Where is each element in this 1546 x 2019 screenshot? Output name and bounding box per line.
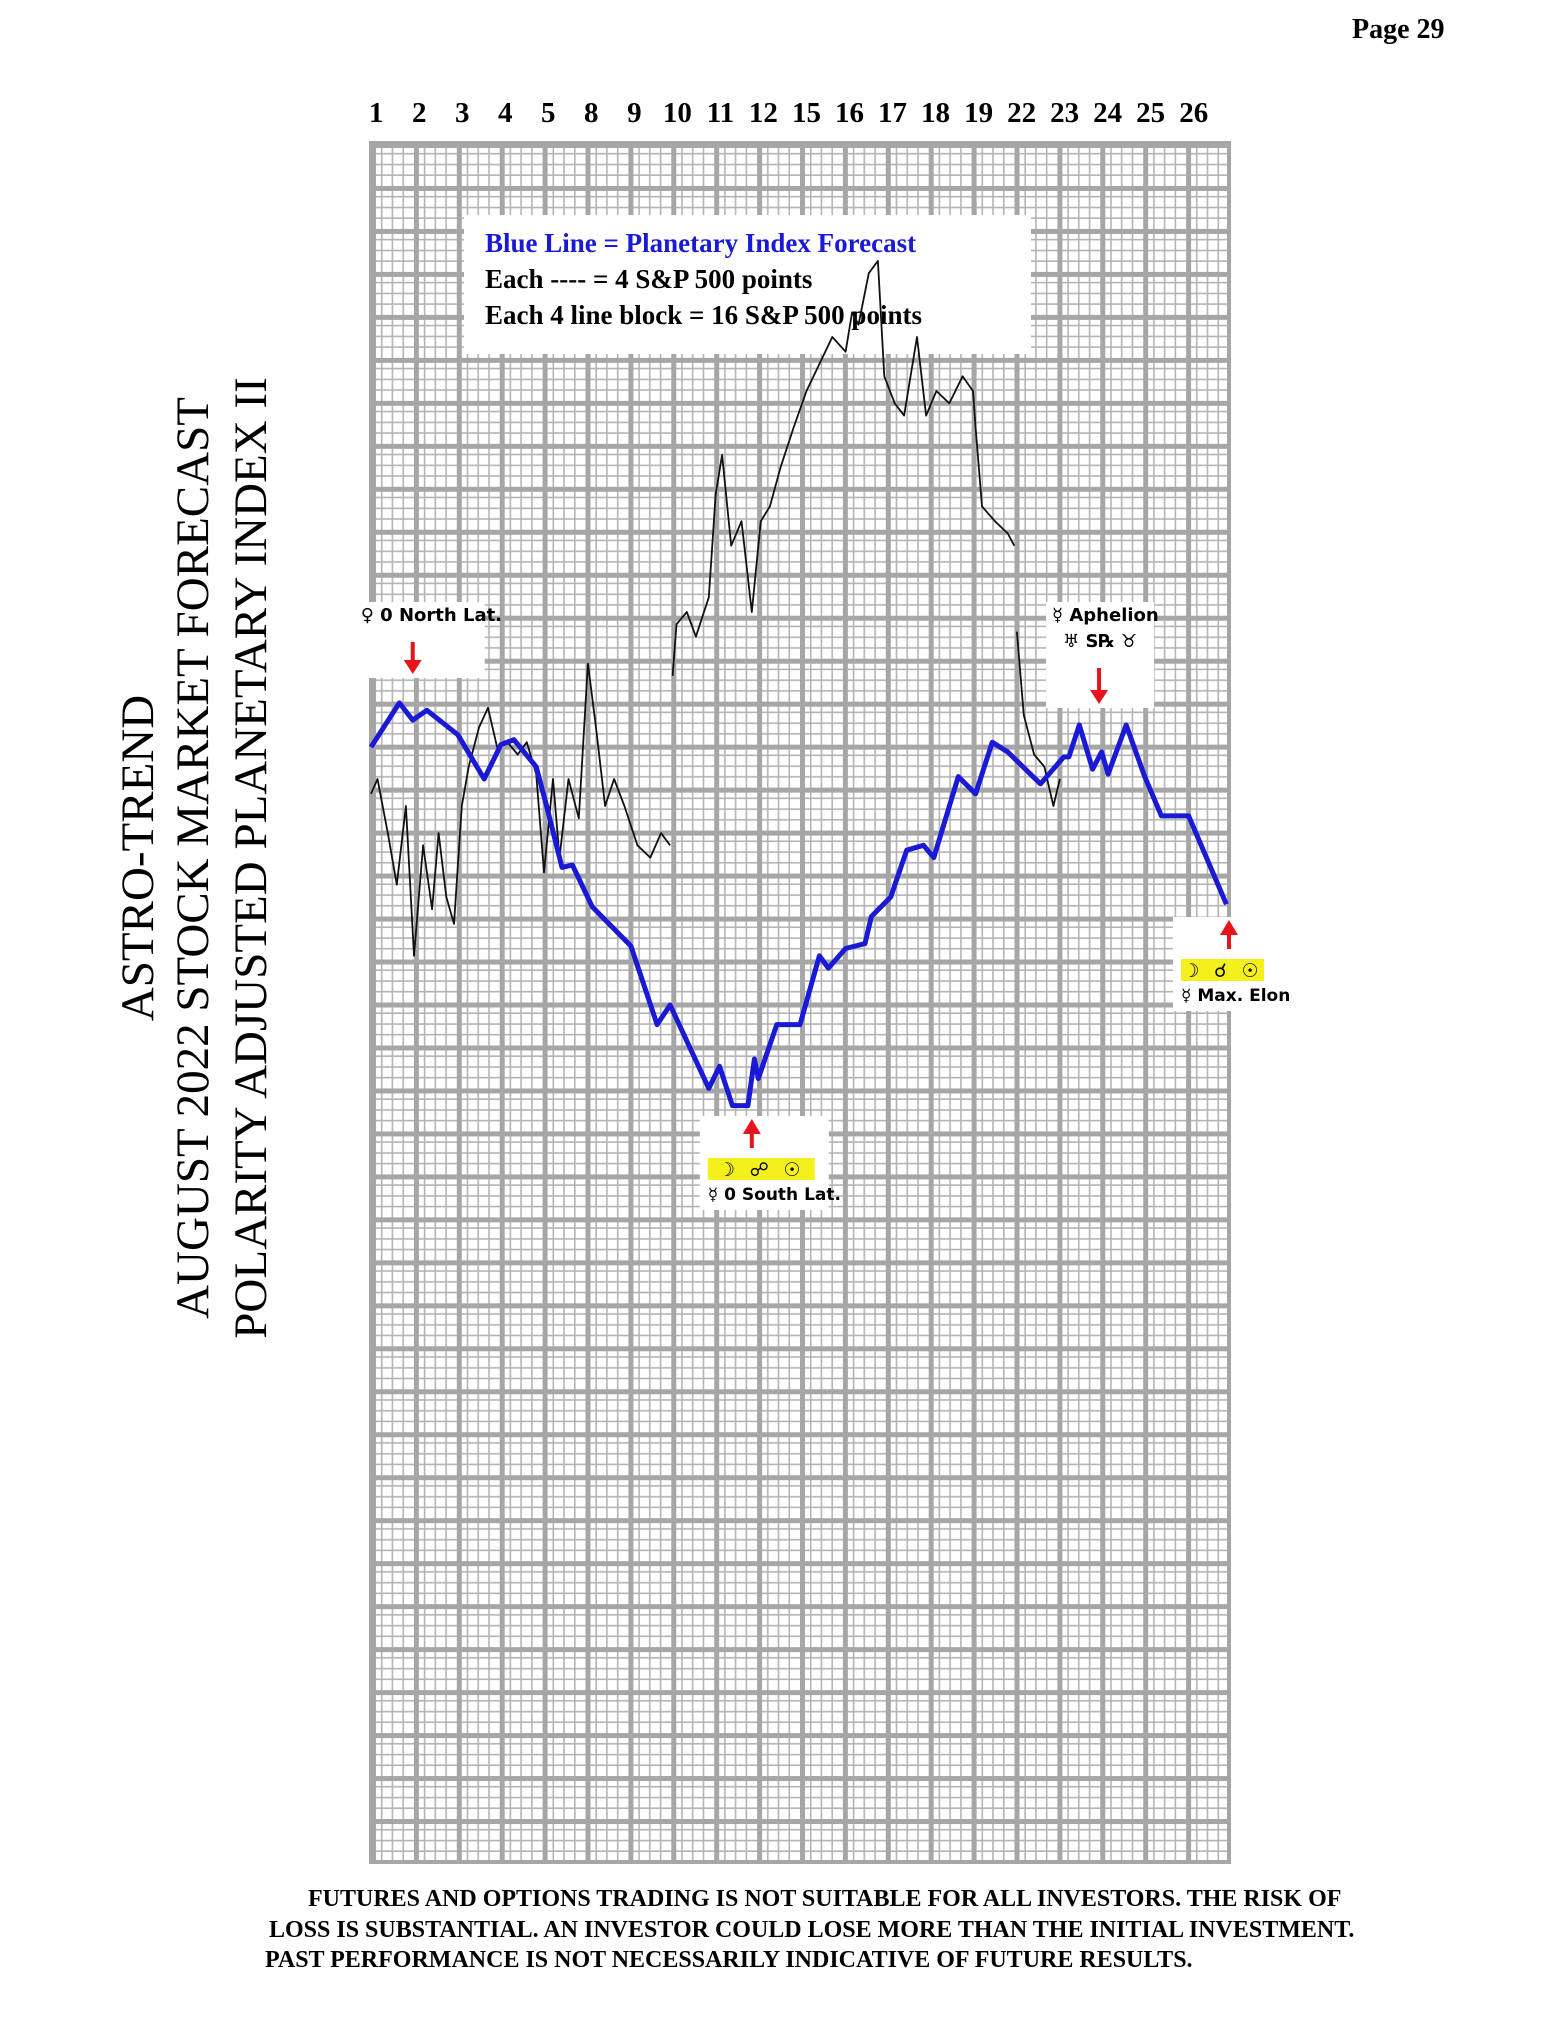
annotation-text: ♀ 0 North Lat. — [361, 605, 502, 626]
title-line: POLARITY ADJUSTED PLANETARY INDEX II — [225, 377, 277, 1338]
annotation-arrowhead — [742, 1119, 761, 1134]
x-tick-label: 3 — [455, 97, 470, 129]
annotation-highlight — [707, 1158, 815, 1180]
annotation: ☿ Aphelion ♅ S℞ ♉ — [1046, 602, 1159, 708]
x-tick-label: 8 — [584, 97, 599, 129]
title-line: AUGUST 2022 STOCK MARKET FORECAST — [167, 397, 219, 1319]
x-tick-label: 18 — [921, 97, 950, 129]
legend-box — [464, 215, 1031, 354]
title-line: ASTRO-TREND — [112, 695, 164, 1021]
grid — [369, 141, 1231, 1864]
title-group: ASTRO-TREND AUGUST 2022 STOCK MARKET FOR… — [112, 377, 277, 1338]
disclaimer: FUTURES AND OPTIONS TRADING IS NOT SUITA… — [308, 1886, 1341, 1912]
annotation-box — [354, 602, 485, 678]
x-tick-label: 4 — [498, 97, 513, 129]
x-tick-label: 23 — [1050, 97, 1079, 129]
legend: Blue Line = Planetary Index Forecast Eac… — [464, 215, 1031, 354]
annotation: ♀ 0 North Lat. — [354, 602, 502, 678]
annotation-text: ☿ Aphelion — [1052, 605, 1159, 626]
annotation-arrowhead — [403, 660, 422, 674]
x-tick-label: 2 — [412, 97, 427, 129]
x-tick-label: 25 — [1136, 97, 1165, 129]
annotation-text: ☿ 0 South Lat. — [708, 1185, 841, 1205]
annotation: ☽ ☍ ☉ ☿ 0 South Lat. — [699, 1116, 841, 1210]
disclaimer: LOSS IS SUBSTANTIAL. AN INVESTOR COULD L… — [269, 1917, 1354, 1943]
x-tick-label: 9 — [627, 97, 642, 129]
x-tick-label: 22 — [1007, 97, 1036, 129]
x-tick-label: 24 — [1093, 97, 1122, 129]
annotation: ☽ ☌ ☉ ☿ Max. Elon — [1173, 917, 1290, 1011]
page-number: Page 29 — [1352, 14, 1445, 45]
x-tick-label: 11 — [707, 97, 734, 129]
x-tick-label: 17 — [878, 97, 907, 129]
disclaimer: PAST PERFORMANCE IS NOT NECESSARILY INDI… — [265, 1947, 1193, 1973]
x-tick-label: 26 — [1179, 97, 1208, 129]
series-line — [368, 700, 1229, 1109]
x-tick-label: 19 — [964, 97, 993, 129]
legend-text: Blue Line = Planetary Index Forecast — [485, 228, 916, 258]
x-tick-label: 10 — [663, 97, 692, 129]
annotation-symbols: ☽ ☌ ☉ — [1182, 960, 1262, 982]
legend-text: Each 4 line block = 16 S&P 500 points — [485, 300, 922, 330]
annotation-highlight — [1181, 959, 1264, 981]
x-tick-label: 1 — [369, 97, 384, 129]
x-tick-label: 5 — [541, 97, 556, 129]
legend-text: Each ---- = 4 S&P 500 points — [485, 264, 812, 294]
x-tick-label: 12 — [749, 97, 778, 129]
annotation-arrowhead — [1220, 920, 1238, 935]
series-line — [370, 260, 1061, 957]
annotation-symbols: ☽ ☍ ☉ — [718, 1159, 805, 1181]
annotation-text: ☿ Max. Elon — [1181, 986, 1290, 1006]
x-tick-label: 15 — [792, 97, 821, 129]
annotation-text: ♅ S℞ ♉ — [1063, 631, 1137, 652]
x-tick-label: 16 — [835, 97, 864, 129]
annotation-arrowhead — [1090, 690, 1109, 704]
